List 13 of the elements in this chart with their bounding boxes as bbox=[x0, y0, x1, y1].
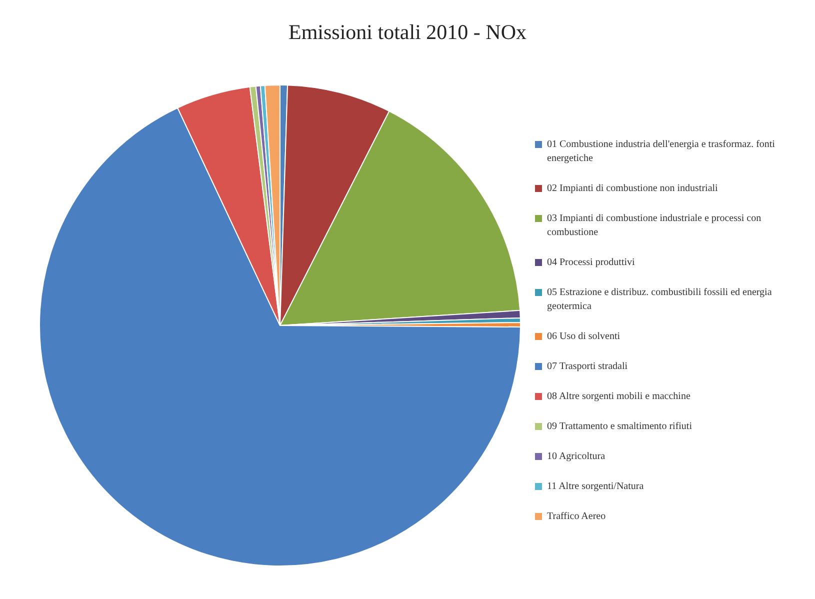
legend-label: 01 Combustione industria dell'energia e trasformaz. fonti energetiche bbox=[546, 138, 776, 166]
legend-label: 06 Uso di solventi bbox=[546, 330, 622, 344]
legend-label: 02 Impianti di combustione non industriali bbox=[546, 182, 719, 196]
legend-label: Traffico Aereo bbox=[546, 510, 607, 524]
legend-label: 04 Processi produttivi bbox=[546, 256, 636, 270]
legend-label: 09 Trattamento e smaltimento rifiuti bbox=[546, 420, 693, 434]
legend-label: 10 Agricoltura bbox=[546, 450, 606, 464]
legend-label: 05 Estrazione e distribuz. combustibili fossili ed energia geotermica bbox=[546, 286, 773, 314]
legend-label: 11 Altre sorgenti/Natura bbox=[546, 480, 645, 494]
chart-title: Emissioni totali 2010 - NOx bbox=[288, 20, 528, 45]
legend-label: 03 Impianti di combustione industriale e processi con combustione bbox=[546, 212, 762, 240]
legend-label: 07 Trasporti stradali bbox=[546, 360, 629, 374]
legend-label: 08 Altre sorgenti mobili e macchine bbox=[546, 390, 692, 404]
